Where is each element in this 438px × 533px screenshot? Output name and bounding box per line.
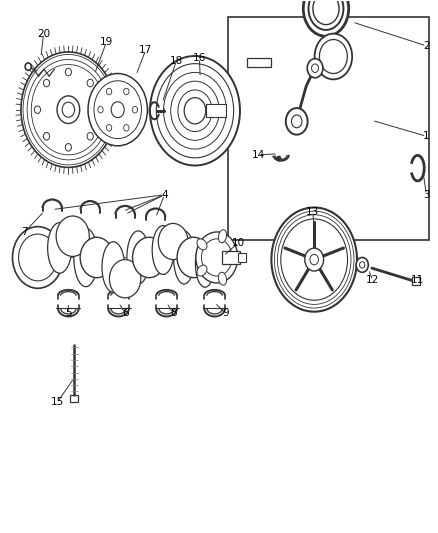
Circle shape	[98, 107, 103, 113]
Circle shape	[313, 0, 339, 25]
Text: 3: 3	[423, 190, 430, 200]
Circle shape	[171, 81, 219, 140]
Bar	[206, 104, 226, 117]
Circle shape	[308, 0, 343, 30]
Ellipse shape	[197, 265, 207, 276]
Circle shape	[133, 237, 166, 278]
Circle shape	[111, 102, 124, 118]
Ellipse shape	[219, 230, 226, 243]
Circle shape	[57, 96, 80, 124]
Circle shape	[184, 98, 206, 124]
Circle shape	[43, 79, 49, 87]
Ellipse shape	[127, 231, 150, 284]
Text: 16: 16	[193, 53, 206, 63]
Text: 19: 19	[100, 37, 113, 47]
Bar	[238, 253, 246, 262]
Circle shape	[311, 64, 318, 72]
Text: 5: 5	[65, 308, 72, 318]
Text: 12: 12	[366, 276, 379, 285]
Circle shape	[319, 39, 347, 74]
Circle shape	[277, 156, 281, 161]
Circle shape	[106, 88, 112, 95]
Circle shape	[281, 219, 348, 300]
Circle shape	[201, 239, 232, 276]
Circle shape	[21, 52, 116, 167]
Circle shape	[124, 125, 129, 131]
Circle shape	[132, 107, 138, 113]
Circle shape	[177, 237, 210, 278]
Circle shape	[87, 79, 93, 87]
Circle shape	[310, 254, 318, 265]
Circle shape	[163, 72, 226, 149]
Text: 11: 11	[411, 276, 424, 285]
Text: 15: 15	[51, 397, 64, 407]
Circle shape	[88, 74, 148, 146]
Circle shape	[94, 81, 141, 139]
Circle shape	[65, 143, 71, 151]
Circle shape	[314, 34, 352, 79]
Text: 6: 6	[122, 308, 128, 318]
Text: 8: 8	[170, 308, 177, 318]
Circle shape	[25, 63, 31, 70]
Text: 17: 17	[139, 45, 152, 55]
Circle shape	[291, 115, 302, 128]
Circle shape	[87, 133, 93, 140]
Circle shape	[124, 88, 129, 95]
Circle shape	[158, 223, 188, 260]
Circle shape	[65, 68, 71, 76]
Circle shape	[156, 63, 233, 158]
Ellipse shape	[230, 253, 240, 262]
Text: 1: 1	[423, 131, 430, 141]
Text: 4: 4	[161, 190, 168, 200]
Circle shape	[106, 125, 112, 131]
Circle shape	[12, 227, 63, 288]
Circle shape	[360, 262, 365, 268]
Text: 20: 20	[37, 29, 50, 39]
Text: 18: 18	[170, 56, 183, 66]
Bar	[412, 277, 420, 285]
Circle shape	[110, 260, 141, 298]
Circle shape	[196, 232, 238, 283]
Ellipse shape	[74, 228, 98, 287]
Text: 7: 7	[21, 227, 28, 237]
Circle shape	[43, 133, 49, 140]
Bar	[247, 58, 272, 67]
Circle shape	[80, 237, 113, 278]
Text: 2: 2	[423, 41, 430, 51]
Circle shape	[178, 90, 212, 132]
Circle shape	[18, 234, 57, 281]
Circle shape	[303, 0, 349, 36]
Ellipse shape	[102, 242, 125, 292]
Ellipse shape	[219, 272, 226, 285]
Circle shape	[286, 108, 307, 135]
Text: 13: 13	[306, 207, 319, 217]
Circle shape	[150, 56, 240, 165]
Bar	[70, 395, 78, 402]
Ellipse shape	[195, 240, 215, 287]
Circle shape	[356, 257, 368, 272]
Circle shape	[96, 106, 102, 114]
Text: 14: 14	[252, 150, 265, 160]
Circle shape	[56, 216, 89, 256]
Ellipse shape	[152, 225, 174, 274]
Text: 10: 10	[232, 238, 245, 247]
Bar	[228, 17, 428, 240]
Text: 9: 9	[222, 308, 229, 318]
Ellipse shape	[48, 223, 72, 273]
Circle shape	[34, 106, 41, 114]
Bar	[223, 251, 240, 264]
Circle shape	[62, 102, 74, 117]
Circle shape	[305, 248, 324, 271]
Ellipse shape	[173, 231, 194, 284]
Ellipse shape	[197, 239, 207, 250]
Circle shape	[307, 59, 323, 78]
Circle shape	[272, 207, 357, 312]
